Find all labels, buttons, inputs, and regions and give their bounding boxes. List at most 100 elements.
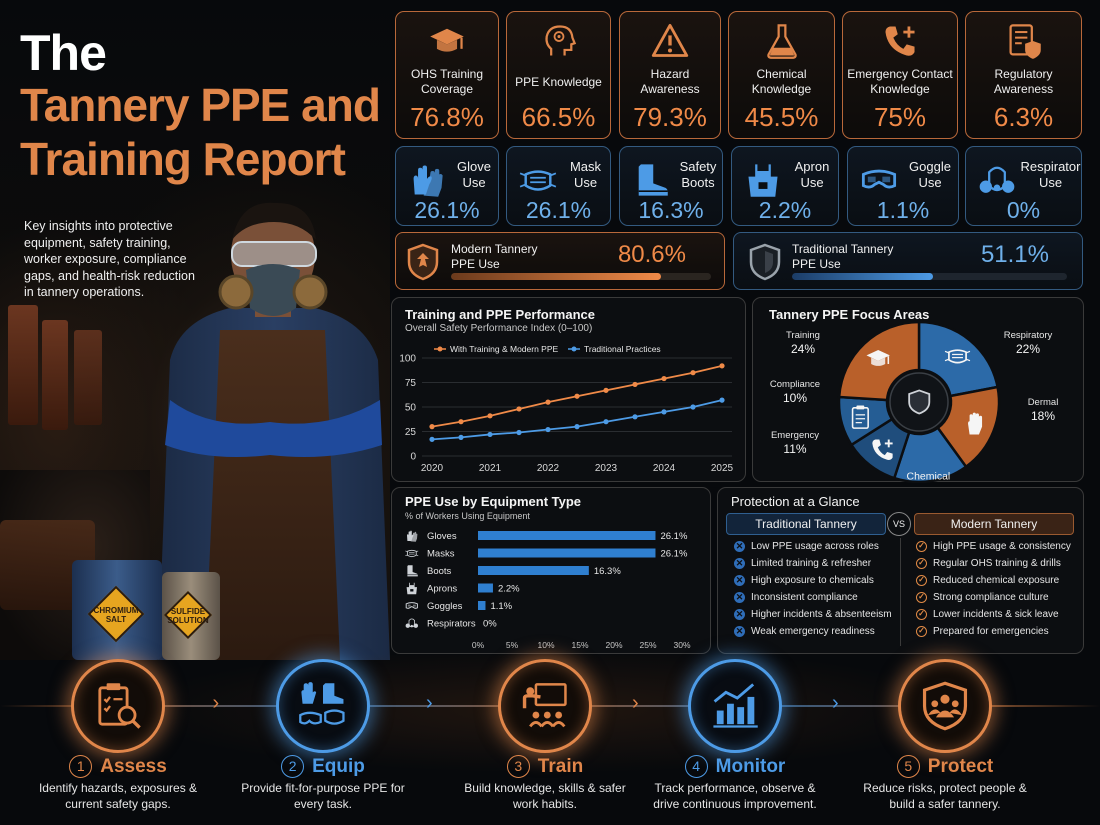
document-shield-icon (966, 22, 1081, 64)
knowledge-card-value: 75% (873, 102, 927, 132)
data-point (603, 419, 609, 425)
shield-icon (908, 389, 931, 415)
line-chart: With Training & Modern PPE Traditional Pr… (399, 344, 733, 474)
bar-chart-title: PPE Use by Equipment Type (405, 494, 582, 509)
x-tick-label: 15% (571, 640, 588, 650)
data-point (690, 370, 696, 376)
y-tick-label: 100 (399, 354, 416, 365)
traditional-item: ✕ Inconsistent compliance (734, 589, 899, 606)
shield-people-icon (922, 681, 968, 731)
ppe-use-card: Mask Use 26.1% (506, 146, 611, 226)
hanging-hide (74, 330, 102, 425)
x-icon: ✕ (734, 575, 745, 586)
traditional-item-text: Higher incidents & absenteeism (751, 609, 892, 620)
traditional-item-text: High exposure to chemicals (751, 575, 874, 586)
line-chart-subtitle: Overall Safety Performance Index (0–100) (405, 323, 593, 334)
bar-category-label: Masks (427, 549, 455, 560)
bar-category-label: Goggles (427, 601, 463, 612)
data-point (429, 424, 435, 430)
ppe-use-value: 1.1% (876, 197, 930, 223)
x-tick-label: 2020 (421, 463, 444, 474)
apron-icon (406, 582, 417, 595)
y-tick-label: 75 (405, 378, 417, 389)
mask-icon (944, 349, 971, 364)
step-description: Track performance, observe & drive conti… (653, 781, 817, 811)
data-point (632, 381, 638, 388)
pie-slice (936, 385, 1001, 469)
bar-chart-trend-icon (713, 683, 758, 728)
check-icon: ✓ (916, 626, 927, 637)
step-number: 1 (69, 755, 93, 778)
head-brain-icon (507, 22, 610, 64)
check-icon: ✓ (916, 609, 927, 620)
modern-item: ✓ Lower incidents & sick leave (916, 606, 1081, 623)
x-icon: ✕ (734, 592, 745, 603)
traditional-item: ✕ High exposure to chemicals (734, 572, 899, 589)
modern-item-text: Strong compliance culture (933, 592, 1049, 603)
hero-section: CHROMIUM SALT SULFIDE SOLUTION The Tanne… (0, 0, 390, 660)
ppe-use-card: Glove Use 26.1% (395, 146, 499, 226)
legend-marker (437, 346, 443, 352)
step-ring (688, 659, 782, 753)
page-title: Tannery PPE and Training Report (20, 79, 381, 185)
step-heading: 5 Protect (855, 755, 1035, 778)
step-number: 3 (506, 755, 530, 778)
ppe-use-value: 26.1% (525, 197, 592, 223)
bar-value-label: 26.1% (660, 531, 687, 542)
intro-text: Key insights into protective equipment, … (24, 219, 195, 299)
knowledge-card: Chemical Knowledge 45.5% (728, 11, 835, 139)
step-heading: 4 Monitor (645, 755, 825, 778)
clipboard-magnifier-icon (98, 683, 141, 729)
data-point (458, 419, 464, 425)
step-description: Provide fit-for-purpose PPE for every ta… (241, 781, 405, 811)
modern-ppe-label: Modern Tannery PPE Use (451, 242, 538, 271)
x-tick-label: 2024 (653, 463, 676, 474)
ppe-use-label: Respirator Use (1020, 159, 1081, 190)
bar (478, 601, 486, 610)
slice-label: Respiratory (1004, 330, 1053, 341)
bar-chart-subtitle: % of Workers Using Equipment (405, 511, 530, 521)
traditional-item: ✕ Higher incidents & absenteeism (734, 606, 899, 623)
ppe-use-label: Goggle Use (909, 159, 951, 190)
vs-badge: VS (887, 512, 911, 536)
slice-label: Training (786, 330, 820, 341)
data-point (574, 393, 580, 399)
pie-slice (917, 320, 1000, 398)
ppe-use-label: Glove Use (457, 159, 491, 190)
gloves-icon (407, 530, 418, 542)
slice-value: 18% (1031, 409, 1055, 423)
ppe-use-label: Apron Use (794, 159, 830, 190)
modern-ppe-card: Modern Tannery PPE Use 80.6% (395, 232, 725, 290)
graduation-cap-icon (396, 22, 498, 64)
y-tick-label: 50 (405, 403, 417, 414)
x-icon: ✕ (734, 609, 745, 620)
data-point (632, 414, 638, 420)
ppe-use-value: 2.2% (758, 197, 812, 223)
slice-label: Compliance (770, 379, 820, 390)
goggles-icon (405, 602, 418, 609)
step-heading: 1 Assess (28, 755, 208, 778)
data-point (429, 436, 435, 442)
step-title: Assess (100, 755, 167, 777)
bar-chart: Gloves 26.1% Masks 26.1% Boots 16.3% Aprons 2.2… (405, 530, 691, 650)
pie-chart: Respiratory22%Dermal18%Chemical15%Emerge… (770, 320, 1058, 483)
step-title: Protect (927, 755, 994, 777)
slice-value: 10% (783, 391, 807, 405)
traditional-ppe-track (792, 273, 1067, 280)
modern-header: Modern Tannery (914, 513, 1074, 535)
data-point (574, 424, 580, 430)
pie-chart-panel: Tannery PPE Focus Areas Respiratory 22% De… (752, 297, 1084, 483)
process-steps: 1 Assess Identify hazards, exposures & cur… (0, 655, 1100, 825)
step-number: 5 (896, 755, 920, 778)
boot-icon (407, 565, 418, 577)
check-icon: ✓ (916, 592, 927, 603)
modern-item-text: Reduced chemical exposure (933, 575, 1060, 586)
chevron-right-icon: › (832, 692, 839, 714)
gloves-icon (408, 161, 446, 204)
modern-ppe-track (451, 273, 711, 280)
slice-value: 11% (783, 442, 806, 456)
knowledge-card: PPE Knowledge 66.5% (506, 11, 611, 139)
x-icon: ✕ (734, 626, 745, 637)
ppe-use-value: 0% (1006, 197, 1041, 223)
slice-label: Emergency (771, 430, 819, 441)
